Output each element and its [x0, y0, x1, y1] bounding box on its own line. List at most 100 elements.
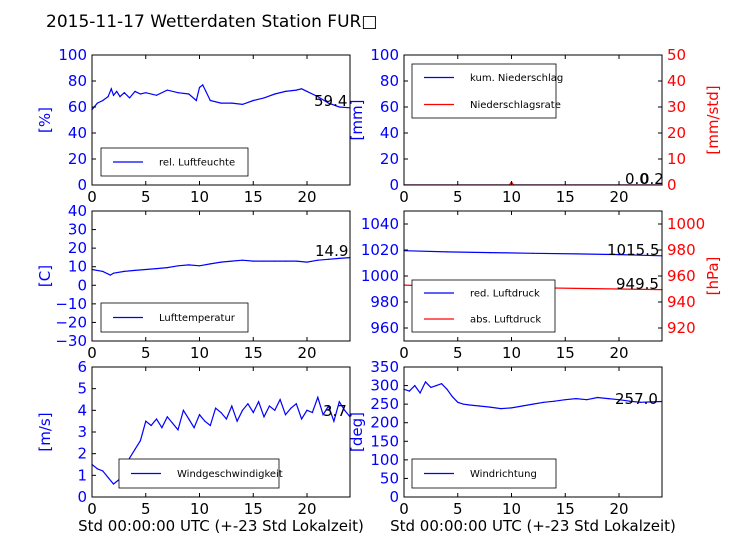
data-point	[284, 414, 287, 416]
data-point	[102, 99, 104, 102]
data-point	[252, 260, 254, 262]
data-point	[306, 409, 308, 411]
x-tick-label: 20	[297, 188, 316, 206]
y-tick-label-right: 0	[667, 176, 677, 194]
data-point	[166, 416, 168, 418]
y-tick-label: 60	[68, 98, 87, 116]
x-tick-label: 5	[453, 344, 463, 362]
y-tick-label-right: 30	[667, 98, 686, 116]
data-point	[311, 411, 313, 414]
y-tick-label: 50	[380, 469, 399, 487]
data-point	[112, 94, 115, 96]
data-point	[109, 274, 111, 276]
data-point	[274, 93, 276, 95]
y-tick-label: 40	[68, 202, 87, 220]
y-tick-label: 40	[380, 124, 399, 142]
value-annotation: 949.5	[616, 275, 659, 293]
data-point	[575, 287, 577, 289]
x-tick-label: 10	[502, 188, 521, 206]
data-point	[489, 406, 491, 408]
data-point	[553, 400, 556, 402]
series-line-humidity-0	[92, 83, 350, 110]
legend-entry: abs. Luftdruck	[470, 315, 541, 326]
data-point	[139, 440, 141, 442]
data-point	[327, 405, 330, 407]
data-point	[430, 386, 432, 388]
data-point	[231, 405, 233, 407]
x-tick-label: 5	[453, 188, 463, 206]
x-tick-label: 15	[244, 188, 263, 206]
data-point	[166, 267, 168, 269]
data-point	[231, 260, 233, 262]
x-tick-label: 15	[556, 344, 575, 362]
y-tick-label: 40	[68, 124, 87, 142]
y-tick-label-right: 960	[667, 267, 696, 285]
data-point	[193, 427, 195, 429]
data-point	[344, 409, 346, 411]
y-tick-label: 0	[389, 176, 399, 194]
data-point	[457, 401, 459, 403]
y-axis-label: [C]	[36, 265, 54, 287]
data-point	[241, 409, 244, 411]
y-tick-label: 1000	[361, 267, 399, 285]
data-point	[139, 93, 141, 95]
data-point	[338, 106, 340, 108]
data-point	[263, 97, 265, 99]
data-point	[134, 269, 136, 271]
x-tick-label: 10	[502, 344, 521, 362]
data-point	[209, 263, 211, 265]
y-tick-label: 10	[68, 258, 87, 276]
data-point	[575, 253, 577, 255]
panel-temperature: 0 5 10 15 20−30−20−10010203040[C]Lufttempera…	[36, 202, 351, 362]
data-point	[284, 90, 287, 92]
y-tick-label: 150	[370, 432, 399, 450]
y-axis-label-right: [hPa]	[704, 257, 722, 296]
data-point	[252, 99, 254, 102]
y-tick-label: 1040	[361, 215, 399, 233]
data-point	[110, 88, 112, 90]
data-point	[123, 92, 125, 94]
data-point	[532, 403, 534, 405]
y-tick-label: 250	[370, 395, 399, 413]
data-point	[274, 260, 276, 262]
data-point	[489, 252, 491, 254]
data-point	[150, 424, 152, 427]
data-point	[618, 399, 620, 401]
panel-humidity: 0 5 10 15 20 0 20 40 60 80 100 [%] rel. Luftfeuchte 5…	[36, 46, 351, 206]
y-tick-label-right: 20	[667, 124, 686, 142]
data-point	[96, 468, 98, 470]
x-tick-label: 0	[87, 344, 97, 362]
y-tick-label-right: 1000	[667, 215, 705, 233]
axes-frame	[91, 210, 351, 342]
data-point	[134, 90, 136, 92]
axes-frame	[403, 366, 663, 498]
data-point	[116, 90, 118, 92]
data-point	[247, 403, 249, 405]
legend-entry: rel. Luftfeuchte	[159, 158, 235, 169]
data-point	[607, 398, 609, 400]
x-axis-label-right: Std 00:00:00 UTC (+-23 Std Lokalzeit)	[390, 517, 676, 535]
y-tick-label: 3	[77, 423, 87, 441]
data-point	[123, 270, 125, 272]
data-point	[119, 96, 121, 98]
x-tick-label: 0	[87, 188, 97, 206]
legend-entry: Windgeschwindigkeit	[177, 469, 283, 480]
y-tick-label: 60	[380, 98, 399, 116]
data-point	[532, 252, 534, 254]
data-point	[155, 94, 158, 96]
data-point	[258, 401, 260, 403]
y-axis-label-right: [mm/std]	[704, 85, 722, 154]
data-point	[205, 90, 207, 92]
data-point	[129, 97, 131, 99]
y-tick-label: −20	[55, 313, 87, 331]
y-tick-label: 4	[77, 401, 87, 419]
data-point	[209, 424, 211, 427]
data-point	[575, 398, 577, 400]
y-tick-label: 1	[77, 466, 87, 484]
data-point	[202, 84, 204, 86]
data-point	[252, 411, 254, 414]
y-tick-label: 200	[370, 414, 399, 432]
x-tick-label: 20	[297, 344, 316, 362]
x-tick-label: 20	[609, 344, 628, 362]
